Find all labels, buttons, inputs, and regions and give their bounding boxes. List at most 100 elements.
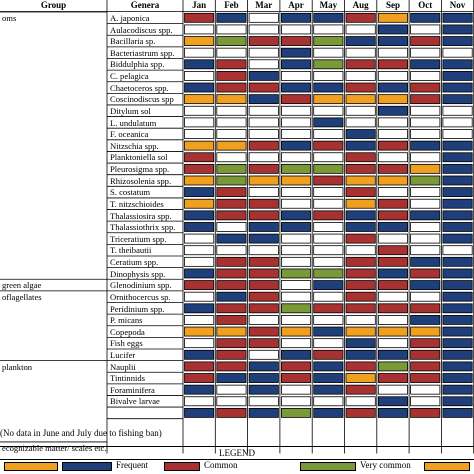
cell-5-3 [280,71,312,81]
cell-11-5 [345,140,376,151]
cell-15-1 [216,187,247,198]
cell-27-0 [184,326,215,337]
cell-24-5 [345,291,376,302]
cell-13-5 [345,163,376,174]
genus-label: Dinophysis spp. [110,268,166,279]
cell-27-4 [313,326,344,337]
cell-28-3 [280,338,312,349]
cell-7-8 [442,94,473,105]
cell-11-2 [248,140,279,151]
cell-26-7 [410,315,441,325]
cell-25-7 [410,303,441,314]
cell-24-4 [313,291,344,302]
cell-34-5 [345,407,376,418]
cell-30-1 [216,361,247,372]
cell-5-5 [345,71,376,81]
legend-swatch-frequent [62,462,112,471]
cell-34-3 [280,407,312,418]
cell-17-1 [216,210,247,221]
header-group: Group [40,0,67,10]
legend-label-very-common: Very common [360,460,411,470]
cell-4-1 [216,59,247,70]
cell-19-2 [248,233,279,244]
cell-6-2 [248,82,279,93]
cell-21-0 [184,256,215,267]
cell-6-6 [377,82,408,93]
genus-label: Planktoniella sol [110,152,168,163]
cell-21-7 [410,256,441,267]
cell-24-0 [184,291,215,302]
cell-2-1 [216,36,247,46]
cell-0-6 [377,12,408,23]
cell-7-1 [216,94,247,105]
cell-22-6 [377,268,408,279]
cell-0-4 [313,12,344,23]
cell-23-0 [184,280,215,290]
cell-32-3 [280,384,312,395]
cell-20-6 [377,245,408,256]
cell-32-5 [345,384,376,395]
cell-26-6 [377,315,408,325]
cell-23-6 [377,280,408,290]
cell-30-7 [410,361,441,372]
cell-27-6 [377,326,408,337]
cell-13-6 [377,163,408,174]
cell-33-2 [248,396,279,407]
genus-label: Triceratium spp. [110,233,167,244]
cell-23-2 [248,280,279,290]
cell-29-8 [442,349,473,360]
cell-31-2 [248,373,279,383]
cell-15-4 [313,187,344,198]
cell-18-2 [248,222,279,232]
cell-30-5 [345,361,376,372]
cell-21-8 [442,256,473,267]
cell-2-3 [280,36,312,46]
cell-20-0 [184,245,215,256]
cell-31-7 [410,373,441,383]
cell-34-1 [216,407,247,418]
cell-16-0 [184,198,215,209]
legend-title: LEGEND [219,448,255,458]
genus-label: Copepoda [110,326,145,337]
cell-1-0 [184,24,215,35]
genus-label: C. pelagica [110,71,149,82]
cell-34-0 [184,407,215,418]
cell-12-5 [345,152,376,163]
cell-16-2 [248,198,279,209]
cell-32-4 [313,384,344,395]
cell-4-7 [410,59,441,70]
cell-32-0 [184,384,215,395]
cell-2-6 [377,36,408,46]
header-month-jan: Jan [192,0,207,10]
cell-3-1 [216,47,247,58]
genus-label: T. nitzschioides [110,198,164,209]
cell-10-0 [184,129,215,139]
cell-29-1 [216,349,247,360]
cell-29-7 [410,349,441,360]
genus-label: L. undulatum [110,117,157,128]
cell-4-5 [345,59,376,70]
genus-label: Foraminifera [110,384,155,395]
cell-19-7 [410,233,441,244]
cell-9-4 [313,117,344,128]
cell-0-7 [410,12,441,23]
cell-18-1 [216,222,247,232]
genus-label: Aulacodiscus spp. [110,24,173,35]
cell-2-7 [410,36,441,46]
cell-8-2 [248,105,279,116]
cell-16-5 [345,198,376,209]
cell-1-6 [377,24,408,35]
cell-22-3 [280,268,312,279]
cell-25-2 [248,303,279,314]
cell-11-4 [313,140,344,151]
cell-26-4 [313,315,344,325]
cell-16-8 [442,198,473,209]
cell-0-0 [184,12,215,23]
cell-16-6 [377,198,408,209]
cell-8-0 [184,105,215,116]
cell-9-6 [377,117,408,128]
group-label: oflagellates [2,291,42,302]
cell-3-4 [313,47,344,58]
cell-28-4 [313,338,344,349]
cell-20-3 [280,245,312,256]
